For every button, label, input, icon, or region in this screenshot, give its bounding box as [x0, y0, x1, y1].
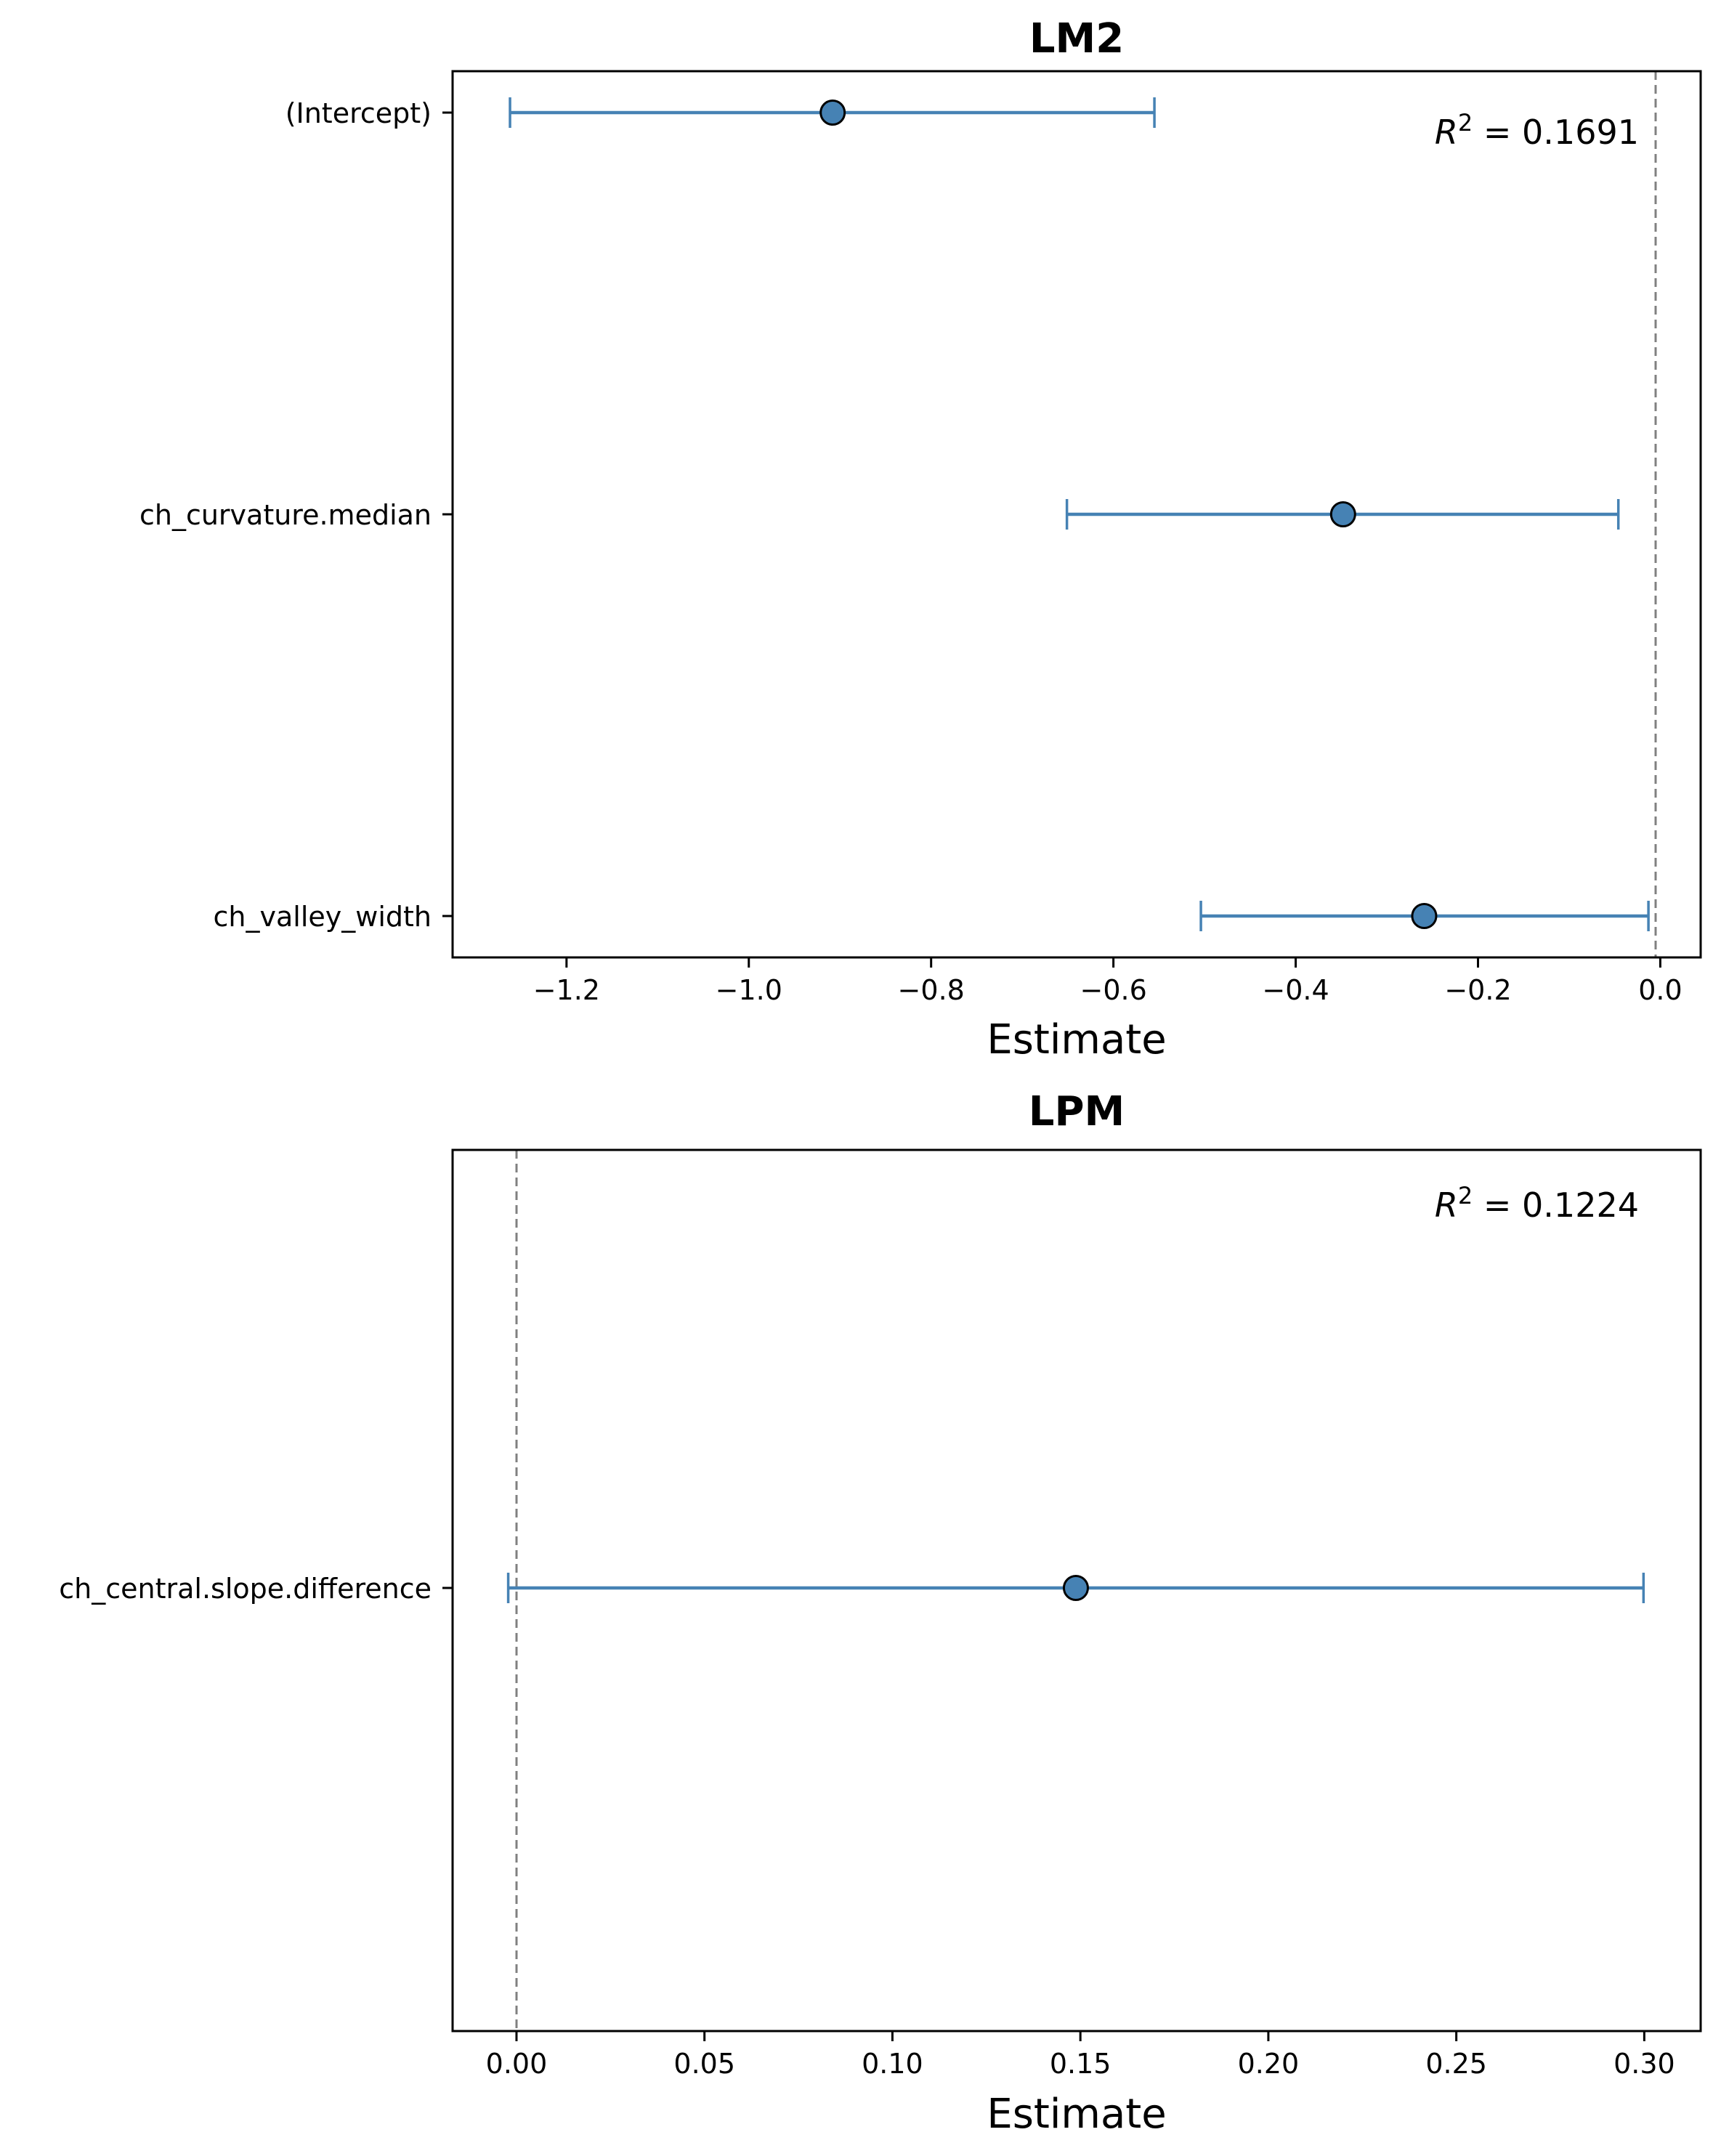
lm2-x-axis-ticks: −1.2 −1.0 −0.8 −0.6 −0.4 −0.2 0.0	[533, 957, 1682, 1006]
lpm-x-tick-label-2: 0.10	[862, 2048, 923, 2080]
lm2-estimate-point-1	[1329, 501, 1356, 527]
lpm-x-tick-label-3: 0.15	[1050, 2048, 1111, 2080]
lpm-x-tick-label-5: 0.25	[1425, 2048, 1487, 2080]
lpm-x-tick-label-4: 0.20	[1238, 2048, 1300, 2080]
lm2-y-axis-ticks: (Intercept) ch_curvature.median ch_valley_…	[139, 97, 453, 933]
lm2-x-tick-label-2: −0.8	[898, 974, 965, 1006]
lm2-x-tick-label-3: −0.6	[1080, 974, 1146, 1006]
lpm-x-axis-label: Estimate	[987, 2091, 1166, 2138]
lm2-y-tick-label-1: ch_curvature.median	[139, 499, 432, 531]
lpm-x-axis-ticks: 0.00 0.05 0.10 0.15 0.20 0.25 0.30	[486, 2031, 1675, 2080]
lpm-coefficient-marks	[506, 1573, 1645, 1603]
lm2-x-tick-label-1: −1.0	[716, 974, 782, 1006]
lpm-r-squared-annotation: R2 = 0.1224	[1435, 1182, 1639, 1225]
lm2-estimate-point-2	[1411, 903, 1438, 929]
lm2-panel: LM2 −1.2 −1.0 −0.8 −0.6 −0.4 −0.2 0.0 (Interce…	[139, 15, 1702, 1063]
lpm-r-squared-exponent: 2	[1458, 1182, 1473, 1209]
lpm-panel: LPM 0.00 0.05 0.10 0.15 0.20 0.25 0.30 ch_cent…	[59, 1088, 1702, 2138]
lm2-coefficient-marks	[509, 97, 1650, 931]
lm2-r-squared-exponent: 2	[1458, 109, 1473, 137]
lpm-r-squared-value: = 0.1224	[1473, 1186, 1639, 1225]
lpm-y-axis-ticks: ch_central.slope.difference	[59, 1573, 453, 1605]
lm2-x-tick-label-6: 0.0	[1638, 974, 1682, 1006]
lm2-y-tick-label-2: ch_valley_width	[214, 901, 432, 933]
lpm-chart-title: LPM	[1029, 1088, 1125, 1135]
lm2-y-tick-label-0: (Intercept)	[286, 97, 432, 129]
lpm-x-tick-label-1: 0.05	[673, 2048, 735, 2080]
lpm-x-tick-label-0: 0.00	[486, 2048, 548, 2080]
lm2-r-squared-symbol: R	[1435, 113, 1458, 152]
lm2-estimate-point-0	[819, 100, 846, 126]
lpm-estimate-point-0	[1062, 1575, 1089, 1601]
lpm-y-tick-label-0: ch_central.slope.difference	[59, 1573, 432, 1605]
lpm-plot-frame	[451, 1148, 1702, 2033]
lm2-chart-title: LM2	[1029, 15, 1124, 62]
lm2-x-axis-label: Estimate	[987, 1016, 1166, 1063]
lpm-x-tick-label-6: 0.30	[1613, 2048, 1675, 2080]
lm2-x-tick-label-5: −0.2	[1444, 974, 1511, 1006]
lm2-x-tick-label-0: −1.2	[533, 974, 600, 1006]
lm2-r-squared-annotation: R2 = 0.1691	[1435, 109, 1639, 152]
lm2-r-squared-value: = 0.1691	[1473, 113, 1639, 152]
lm2-x-tick-label-4: −0.4	[1262, 974, 1329, 1006]
lpm-r-squared-symbol: R	[1435, 1186, 1458, 1225]
